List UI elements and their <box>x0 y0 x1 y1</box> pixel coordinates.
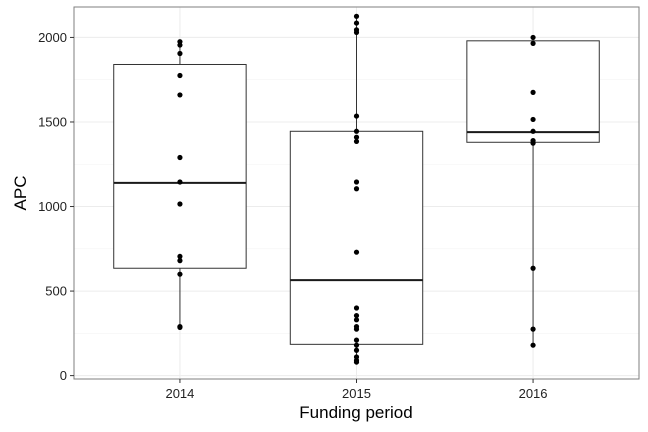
data-point <box>530 89 536 95</box>
data-point <box>177 92 183 98</box>
data-point <box>177 253 183 260</box>
data-point <box>530 40 536 46</box>
data-point <box>530 342 536 348</box>
data-point <box>353 305 360 311</box>
data-point <box>177 324 183 331</box>
data-point <box>530 116 536 123</box>
x-tick-label: 2014 <box>165 386 194 401</box>
data-point <box>353 179 360 185</box>
data-point <box>353 186 360 192</box>
data-point <box>353 13 360 19</box>
points-layer <box>177 13 536 365</box>
data-point <box>530 265 536 271</box>
data-point <box>353 337 360 343</box>
y-tick-label: 1000 <box>38 199 67 214</box>
data-point <box>353 317 360 323</box>
data-point <box>353 138 360 145</box>
data-point <box>177 258 183 264</box>
y-tick-label: 500 <box>45 284 67 299</box>
data-point <box>353 113 360 119</box>
data-point <box>177 154 183 161</box>
data-point <box>353 29 360 35</box>
data-point <box>353 326 360 332</box>
y-tick-label: 0 <box>60 368 67 383</box>
data-point <box>353 134 360 140</box>
box-iqr <box>289 130 424 345</box>
data-point <box>177 179 183 185</box>
data-point <box>530 128 536 134</box>
data-point <box>177 201 183 207</box>
data-point <box>353 347 360 353</box>
data-point <box>530 140 536 146</box>
data-point <box>177 42 183 48</box>
x-tick-label: 2015 <box>342 386 371 401</box>
y-axis: 0 500 1000 1500 2000 <box>38 30 74 383</box>
data-point <box>530 326 536 332</box>
data-point <box>177 72 183 79</box>
data-point <box>353 249 360 255</box>
box-iqr <box>113 63 247 269</box>
data-point <box>353 20 360 26</box>
y-tick-label: 1500 <box>38 114 67 129</box>
data-point <box>353 312 360 319</box>
x-axis: 2014 2015 2016 <box>165 379 548 401</box>
data-point <box>353 128 360 134</box>
x-axis-title: Funding period <box>299 403 412 422</box>
data-point <box>353 359 360 365</box>
data-point <box>177 50 183 57</box>
y-tick-label: 2000 <box>38 30 67 45</box>
y-axis-title: APC <box>11 176 30 211</box>
data-point <box>177 271 183 277</box>
x-tick-label: 2016 <box>519 386 548 401</box>
data-point <box>353 342 360 348</box>
data-point <box>530 34 536 41</box>
